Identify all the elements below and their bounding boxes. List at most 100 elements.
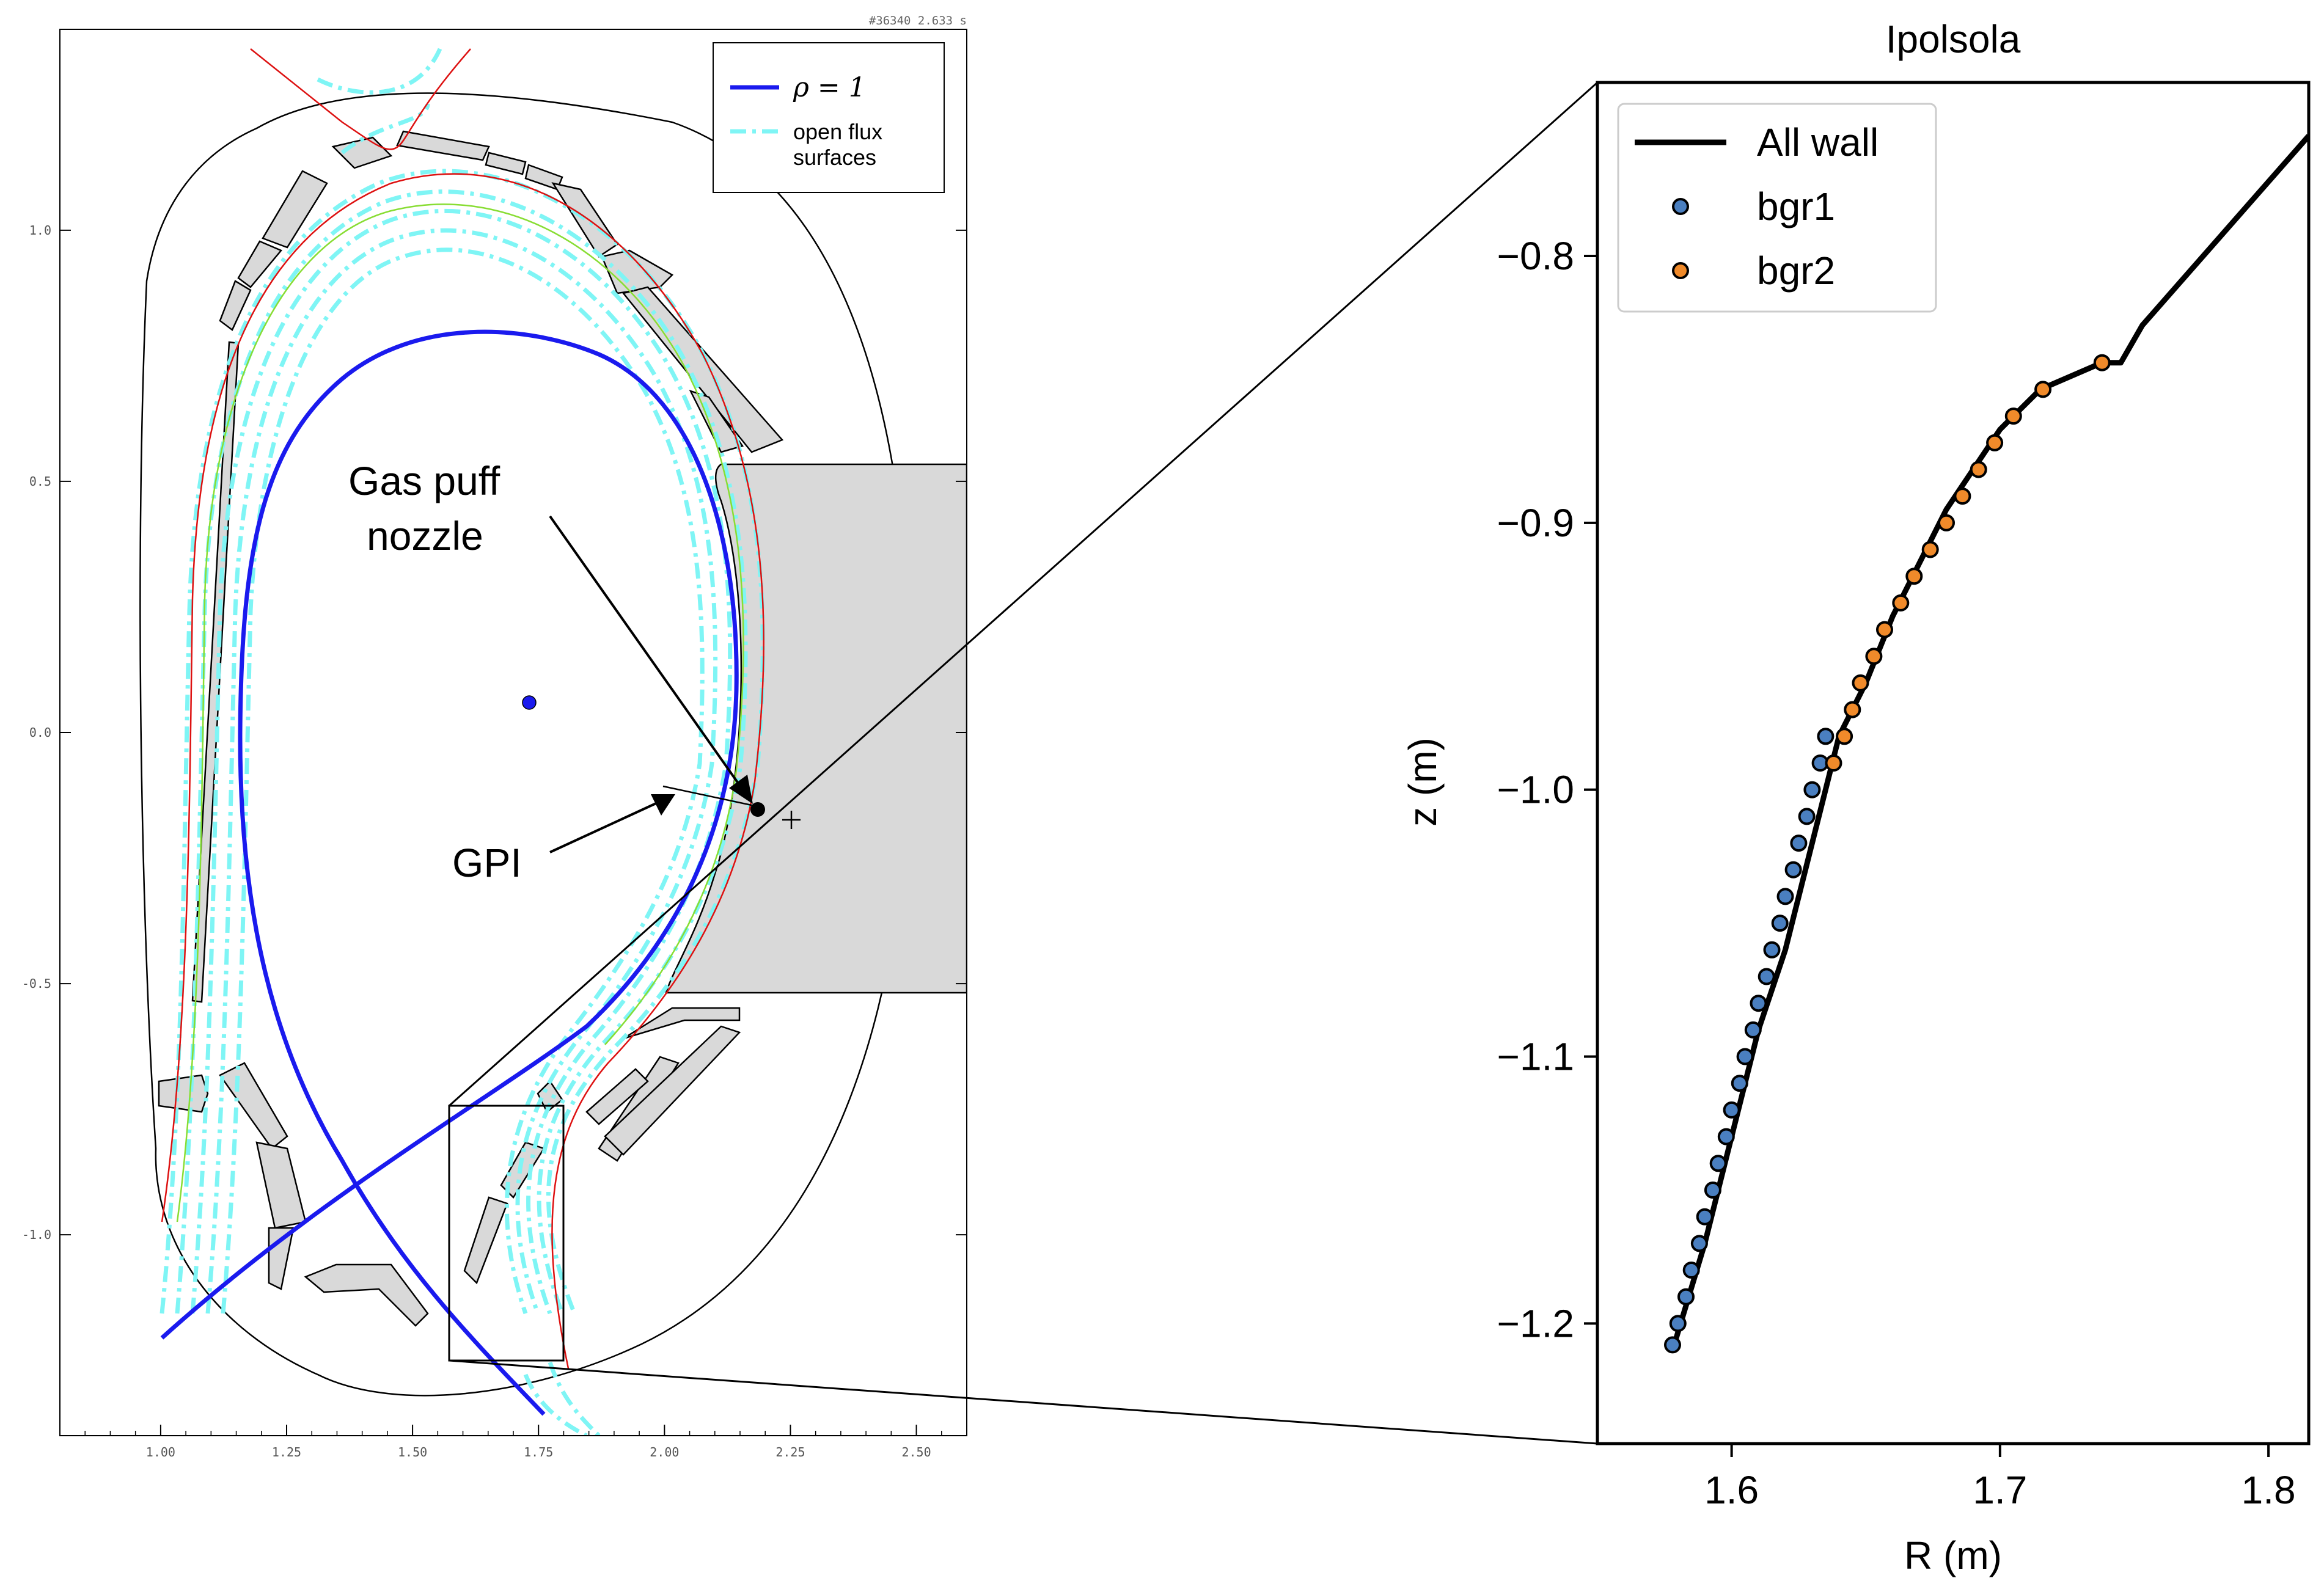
left-y-tick-label: 1.0 <box>29 223 51 238</box>
bgr1-point <box>1682 1262 1700 1279</box>
bgr1-point <box>1771 915 1789 932</box>
right-y-ticks: −0.8 −0.9 −1.0 −1.1 −1.2 <box>1497 234 1597 1345</box>
magnetic-axis-marker <box>522 695 537 710</box>
right-axes-frame <box>1596 81 2311 1445</box>
right-plot-area <box>1664 134 2309 1354</box>
gas-puff-label-line2: nozzle <box>367 513 483 558</box>
bgr1-point <box>1723 1101 1740 1119</box>
bgr1-point <box>1677 1288 1695 1306</box>
right-x-axis-label: R (m) <box>1904 1533 2002 1577</box>
gpi-arrowhead <box>651 794 675 816</box>
left-x-tick-label: 2.00 <box>650 1445 679 1459</box>
right-panel: Ipolsola 1.6 1.7 1.8 −0.8−0.9−1.0−1.1−1.2 … <box>1401 17 2311 1577</box>
bgr1-point <box>1736 1048 1754 1065</box>
bgr1-point <box>1750 995 1767 1012</box>
bgr1-point <box>1744 1021 1762 1039</box>
bgr1-point <box>1817 728 1835 745</box>
bgr1-point <box>1704 1182 1721 1199</box>
bgr1-point <box>1784 861 1802 879</box>
gpi-label: GPI <box>452 840 522 885</box>
left-x-tick-label: 1.00 <box>146 1445 175 1459</box>
bgr2-point <box>1938 514 1955 531</box>
legend-rho-label: ρ = 1 <box>793 72 866 103</box>
green-flux-surface <box>176 203 744 1222</box>
left-x-tick-label: 1.75 <box>524 1445 553 1459</box>
right-chart-title: Ipolsola <box>1886 17 2021 61</box>
bgr1-point <box>1776 888 1794 905</box>
gas-puff-label-line1: Gas puff <box>348 458 500 503</box>
zoom-box <box>448 1105 565 1362</box>
bgr2-point <box>1954 488 1971 505</box>
bgr2-point <box>1865 648 1883 665</box>
legend-bgr2-marker <box>1672 262 1689 279</box>
shot-label: #36340 2.633 s <box>869 14 967 27</box>
legend-bgr1-marker <box>1672 198 1689 215</box>
lower-tiles <box>158 1007 741 1327</box>
bgr2-point <box>2034 381 2052 398</box>
left-x-tick-label: 2.50 <box>901 1445 931 1459</box>
bgr1-point <box>1709 1155 1727 1172</box>
left-x-tick-label: 1.25 <box>272 1445 301 1459</box>
bgr2-point <box>1852 674 1869 692</box>
bgr1-point <box>1664 1336 1681 1354</box>
right-y-tick-label: −1.1 <box>1497 1035 1574 1079</box>
bgr2-point <box>1892 594 1910 612</box>
separatrix <box>161 48 764 1369</box>
right-legend-box <box>1617 103 1937 313</box>
bgr2-point <box>1905 568 1923 585</box>
right-y-tick-label: −1.2 <box>1497 1301 1574 1345</box>
left-x-ticks: 1.00 1.25 1.50 1.75 2.00 2.25 2.50 <box>84 1425 967 1459</box>
right-x-tick-label: 1.8 <box>2242 1468 2296 1512</box>
left-x-tick-label: 2.25 <box>775 1445 805 1459</box>
gas-puff-nozzle-marker <box>750 802 765 817</box>
gpi-chord <box>662 785 752 806</box>
right-y-tick-label: −0.9 <box>1497 501 1574 545</box>
right-legend: All wall bgr1 bgr2 <box>1617 103 1937 313</box>
bgr2-point <box>1970 461 1987 478</box>
bgr2-point <box>1921 541 1939 558</box>
gas-puff-arrow <box>549 515 744 791</box>
bgr1-point <box>1696 1208 1714 1226</box>
right-x-tick-label: 1.6 <box>1704 1468 1759 1512</box>
left-y-tick-label: 0.0 <box>29 725 51 740</box>
plus-marker <box>782 811 801 829</box>
right-y-tick-label: −1.0 <box>1497 768 1574 812</box>
bgr1-point <box>1717 1128 1735 1145</box>
zoom-connectors <box>449 81 1598 1445</box>
bgr1-point <box>1731 1075 1748 1092</box>
bgr2-point <box>1986 434 2004 451</box>
bgr1-point <box>1803 781 1821 798</box>
bgr2-point <box>2004 407 2022 425</box>
bgr2-point <box>1836 728 1853 745</box>
right-y-tick-label: −0.8 <box>1497 234 1574 278</box>
bgr1-point <box>1669 1315 1687 1332</box>
left-y-tick-label: -1.0 <box>22 1227 51 1242</box>
bgr2-point <box>1844 701 1861 718</box>
right-x-tick-label: 1.7 <box>1973 1468 2027 1512</box>
left-y-tick-label: 0.5 <box>29 474 51 489</box>
bgr2-point <box>1825 754 1842 772</box>
left-x-tick-label: 1.50 <box>398 1445 427 1459</box>
left-legend-box <box>713 42 945 193</box>
bgr1-point <box>1690 1235 1708 1252</box>
gpi-arrow <box>549 800 661 853</box>
left-y-ticks: 1.0 0.5 0.0 -0.5 -1.0 <box>22 223 967 1242</box>
left-legend: ρ = 1 open flux surfaces <box>713 42 945 193</box>
right-x-ticks: 1.6 1.7 1.8 <box>1704 1444 2296 1512</box>
right-y-axis-label: z (m) <box>1401 737 1445 827</box>
bgr1-point <box>1758 968 1775 985</box>
bgr1-point <box>1790 835 1808 852</box>
legend-all-wall-label: All wall <box>1757 120 1879 164</box>
bgr2-point <box>2093 354 2111 371</box>
gas-puff-arrowhead <box>729 775 753 804</box>
legend-open-flux-label-2: surfaces <box>793 145 876 170</box>
annotations: Gas puff nozzle GPI <box>348 458 753 885</box>
all-wall-line <box>1670 134 2309 1351</box>
rho-1-boundary <box>160 329 739 1416</box>
legend-bgr1-label: bgr1 <box>1757 184 1835 228</box>
left-y-tick-label: -0.5 <box>22 976 51 991</box>
bgr2-point <box>1876 621 1893 638</box>
left-plot-area <box>139 48 967 1436</box>
legend-bgr2-label: bgr2 <box>1757 249 1835 293</box>
